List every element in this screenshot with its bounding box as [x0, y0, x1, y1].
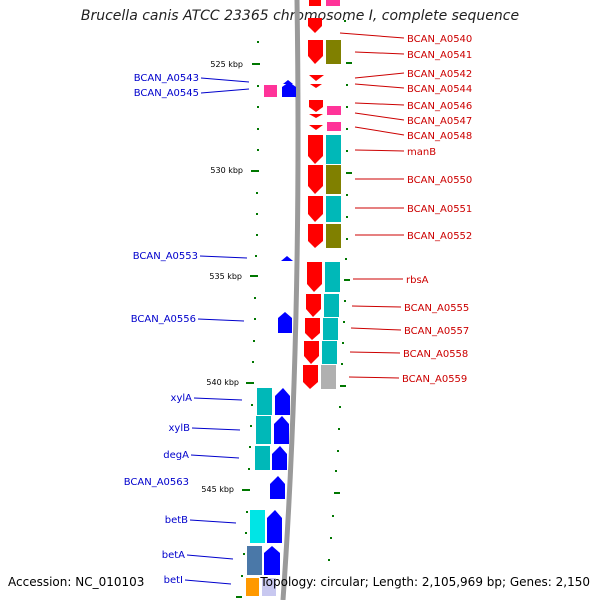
- cog-bar[interactable]: [326, 196, 341, 222]
- gene-feature[interactable]: [308, 196, 323, 222]
- gene-feature[interactable]: [303, 365, 318, 389]
- gene-feature[interactable]: [309, 125, 323, 130]
- gene-feature[interactable]: [281, 256, 293, 261]
- gene-feature[interactable]: [306, 294, 321, 317]
- gene-label[interactable]: BCAN_A0550: [407, 175, 472, 186]
- gene-feature[interactable]: [272, 446, 287, 470]
- gene-feature[interactable]: [267, 510, 282, 543]
- gene-feature[interactable]: [283, 80, 293, 84]
- cog-bar[interactable]: [246, 578, 259, 596]
- gene-feature[interactable]: [308, 224, 323, 248]
- scale-label: 545 kbp: [201, 485, 234, 494]
- gene-feature[interactable]: [262, 578, 276, 596]
- gene-feature[interactable]: [309, 100, 323, 112]
- map-title: Brucella canis ATCC 23365 chromosome I, …: [80, 8, 520, 24]
- accession-label: Accession: NC_010103: [8, 575, 145, 589]
- cog-bar[interactable]: [257, 388, 272, 415]
- cog-bar[interactable]: [326, 135, 341, 164]
- cog-bar[interactable]: [327, 106, 341, 115]
- gene-feature[interactable]: [308, 40, 323, 64]
- gene-label[interactable]: BCAN_A0556: [131, 314, 196, 325]
- gene-label[interactable]: BCAN_A0544: [407, 84, 472, 95]
- gene-label[interactable]: xylB: [169, 423, 191, 434]
- gene-label[interactable]: betA: [162, 550, 185, 561]
- cog-bar[interactable]: [250, 510, 265, 543]
- scale-label: 525 kbp: [210, 60, 243, 69]
- cog-bar[interactable]: [255, 446, 270, 470]
- gene-label[interactable]: manB: [407, 147, 436, 158]
- gene-feature[interactable]: [274, 416, 289, 444]
- gene-label[interactable]: BCAN_A0555: [404, 303, 469, 314]
- reverse-strand-features[interactable]: [246, 80, 296, 596]
- gene-feature[interactable]: [305, 318, 320, 340]
- gene-label[interactable]: BCAN_A0553: [133, 251, 198, 262]
- cog-bar[interactable]: [326, 224, 341, 248]
- cog-bar[interactable]: [322, 341, 337, 364]
- gene-feature[interactable]: [270, 476, 285, 499]
- gene-feature[interactable]: [309, 0, 321, 6]
- gene-feature[interactable]: [310, 84, 322, 88]
- gene-label[interactable]: BCAN_A0546: [407, 101, 472, 112]
- gene-label[interactable]: betB: [165, 515, 188, 526]
- gene-label[interactable]: degA: [163, 450, 189, 461]
- gene-feature[interactable]: [308, 165, 323, 194]
- cog-bar[interactable]: [264, 85, 277, 97]
- scale-ticks: [236, 20, 352, 598]
- cog-bar[interactable]: [256, 416, 271, 444]
- gene-feature[interactable]: [308, 135, 323, 164]
- gene-feature[interactable]: [278, 312, 292, 333]
- gene-feature[interactable]: [304, 341, 319, 364]
- cog-bar[interactable]: [321, 365, 336, 389]
- left-gene-labels: BCAN_A0543 BCAN_A0545 BCAN_A0553 BCAN_A0…: [124, 73, 250, 586]
- gene-label[interactable]: BCAN_A0548: [407, 131, 472, 142]
- gene-label[interactable]: BCAN_A0547: [407, 116, 472, 127]
- gene-label[interactable]: xylA: [171, 393, 193, 404]
- scale-labels: 525 kbp 530 kbp 535 kbp 540 kbp 545 kbp: [201, 60, 243, 494]
- gene-label[interactable]: BCAN_A0551: [407, 204, 472, 215]
- cog-bar[interactable]: [324, 294, 339, 317]
- gene-label[interactable]: rbsA: [406, 275, 429, 286]
- forward-strand-features[interactable]: [303, 0, 341, 389]
- gene-feature[interactable]: [282, 82, 296, 97]
- cog-bar[interactable]: [327, 122, 341, 131]
- scale-label: 540 kbp: [206, 378, 239, 387]
- gene-feature[interactable]: [309, 75, 324, 81]
- cog-bar[interactable]: [326, 0, 340, 6]
- gene-label[interactable]: BCAN_A0558: [403, 349, 468, 360]
- gene-label[interactable]: BCAN_A0541: [407, 50, 472, 61]
- minor-ticks-right: [328, 20, 352, 561]
- cog-bar[interactable]: [325, 262, 340, 292]
- gene-feature[interactable]: [307, 262, 322, 292]
- gene-label[interactable]: BCAN_A0552: [407, 231, 472, 242]
- cog-bar[interactable]: [323, 318, 338, 340]
- genome-summary: Topology: circular; Length: 2,105,969 bp…: [260, 575, 590, 589]
- gene-feature[interactable]: [275, 388, 290, 415]
- gene-label[interactable]: BCAN_A0542: [407, 69, 472, 80]
- gene-label[interactable]: BCAN_A0563: [124, 477, 189, 488]
- gene-feature[interactable]: [308, 18, 322, 33]
- scale-label: 530 kbp: [210, 166, 243, 175]
- gene-label[interactable]: BCAN_A0540: [407, 34, 472, 45]
- cog-bar[interactable]: [247, 546, 262, 575]
- gene-label[interactable]: BCAN_A0557: [404, 326, 469, 337]
- gene-label[interactable]: BCAN_A0543: [134, 73, 199, 84]
- gene-label[interactable]: BCAN_A0559: [402, 374, 467, 385]
- cog-bar[interactable]: [326, 40, 341, 64]
- gene-label[interactable]: betI: [164, 575, 183, 586]
- gene-feature[interactable]: [264, 546, 280, 575]
- scale-label: 535 kbp: [209, 272, 242, 281]
- chromosome-backbone: [280, 0, 301, 600]
- gene-feature[interactable]: [309, 114, 323, 118]
- right-gene-labels: BCAN_A0540 BCAN_A0541 BCAN_A0542 BCAN_A0…: [339, 32, 472, 385]
- minor-ticks-left: [236, 41, 259, 598]
- gene-label[interactable]: BCAN_A0545: [134, 88, 199, 99]
- cog-bar[interactable]: [326, 165, 341, 194]
